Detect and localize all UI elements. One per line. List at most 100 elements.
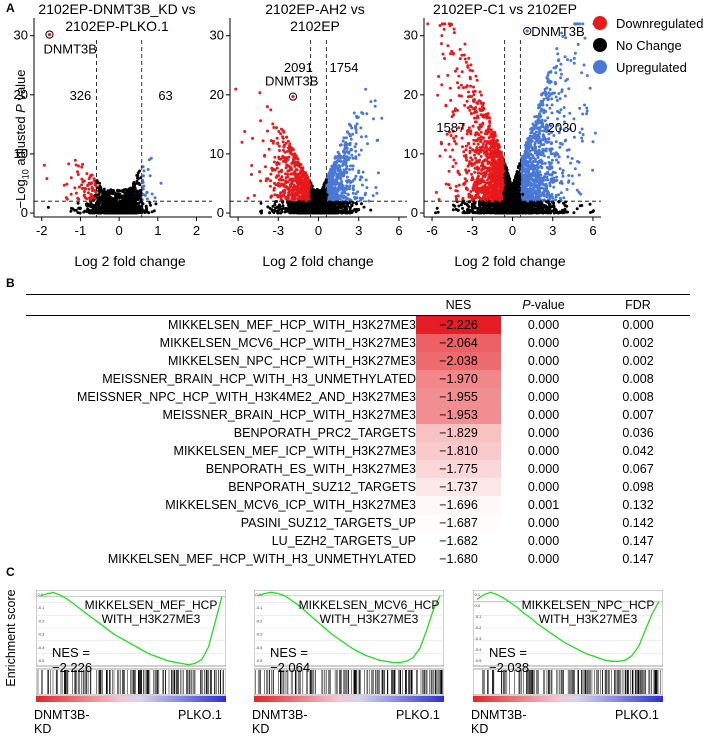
data-point — [317, 211, 320, 214]
data-point — [145, 191, 148, 194]
data-point — [348, 180, 351, 183]
data-point — [268, 211, 271, 214]
data-point — [359, 178, 362, 181]
data-point — [275, 126, 278, 129]
data-point — [276, 196, 279, 199]
data-point — [330, 170, 333, 173]
data-point — [339, 184, 342, 187]
data-point — [350, 138, 353, 141]
data-point — [87, 188, 90, 191]
data-point — [348, 123, 351, 126]
highlight-point — [48, 33, 51, 36]
data-point — [147, 211, 150, 214]
data-point — [336, 198, 339, 201]
data-point — [270, 208, 273, 211]
data-point — [288, 144, 291, 147]
data-point — [104, 197, 107, 200]
data-point — [137, 195, 140, 198]
data-point — [266, 205, 269, 208]
data-point — [360, 111, 363, 114]
panel-label-b: B — [6, 276, 15, 290]
data-point — [118, 212, 121, 215]
data-point — [272, 211, 275, 214]
y-tick-label: 10 — [210, 146, 224, 161]
data-point — [65, 196, 68, 199]
data-point — [79, 207, 82, 210]
data-point — [314, 189, 317, 192]
data-point — [374, 186, 377, 189]
data-point — [264, 165, 267, 168]
data-point — [342, 136, 345, 139]
data-point — [243, 130, 246, 133]
data-point — [318, 189, 321, 192]
data-point — [277, 211, 280, 214]
data-point — [349, 198, 352, 201]
data-point — [351, 204, 354, 207]
data-point — [116, 190, 119, 193]
data-point — [265, 177, 268, 180]
data-point — [71, 207, 74, 210]
highlight-label: DNMT3B — [265, 74, 318, 89]
data-point — [289, 152, 292, 155]
data-point — [573, 136, 576, 139]
data-point — [120, 203, 123, 206]
data-point — [80, 183, 83, 186]
data-point — [561, 172, 564, 175]
data-point — [125, 208, 128, 211]
data-point — [137, 171, 140, 174]
data-point — [111, 200, 114, 203]
data-point — [317, 205, 320, 208]
data-point — [125, 203, 128, 206]
data-point — [83, 179, 86, 182]
y-tick-label: 30 — [404, 28, 418, 43]
data-point — [334, 189, 337, 192]
data-point — [307, 184, 310, 187]
data-point — [315, 195, 318, 198]
up-count: 1754 — [330, 60, 359, 75]
data-point — [340, 195, 343, 198]
data-point — [311, 210, 314, 213]
data-point — [282, 140, 285, 143]
data-point — [268, 148, 271, 151]
y-tick-label: 10 — [14, 146, 28, 161]
data-point — [342, 204, 345, 207]
data-point — [310, 189, 313, 192]
data-point — [292, 157, 295, 160]
x-tick-label: -1 — [75, 223, 87, 238]
data-point — [336, 159, 339, 162]
y-tick-label: 0 — [217, 205, 224, 220]
data-point — [473, 171, 476, 174]
data-point — [343, 147, 346, 150]
data-point — [560, 73, 563, 76]
data-point — [375, 192, 378, 195]
data-point — [360, 135, 363, 138]
data-point — [351, 211, 354, 214]
data-point — [135, 174, 138, 177]
data-point — [276, 161, 279, 164]
data-point — [365, 179, 368, 182]
data-point — [160, 182, 163, 185]
data-point — [154, 196, 157, 199]
data-point — [138, 189, 141, 192]
data-point — [116, 194, 119, 197]
data-point — [102, 210, 105, 213]
data-point — [93, 177, 96, 180]
data-point — [270, 195, 273, 198]
data-point — [281, 179, 284, 182]
data-point — [134, 207, 137, 210]
data-point — [273, 189, 276, 192]
data-point — [85, 172, 88, 175]
data-point — [301, 168, 304, 171]
data-point — [345, 170, 348, 173]
data-point — [117, 205, 120, 208]
data-point — [284, 172, 287, 175]
data-point — [300, 172, 303, 175]
data-point — [260, 209, 263, 212]
data-point — [318, 199, 321, 202]
data-point — [366, 142, 369, 145]
y-tick-label: 0 — [21, 205, 28, 220]
data-point — [338, 169, 341, 172]
data-point — [279, 205, 282, 208]
data-point — [339, 144, 342, 147]
data-point — [336, 177, 339, 180]
